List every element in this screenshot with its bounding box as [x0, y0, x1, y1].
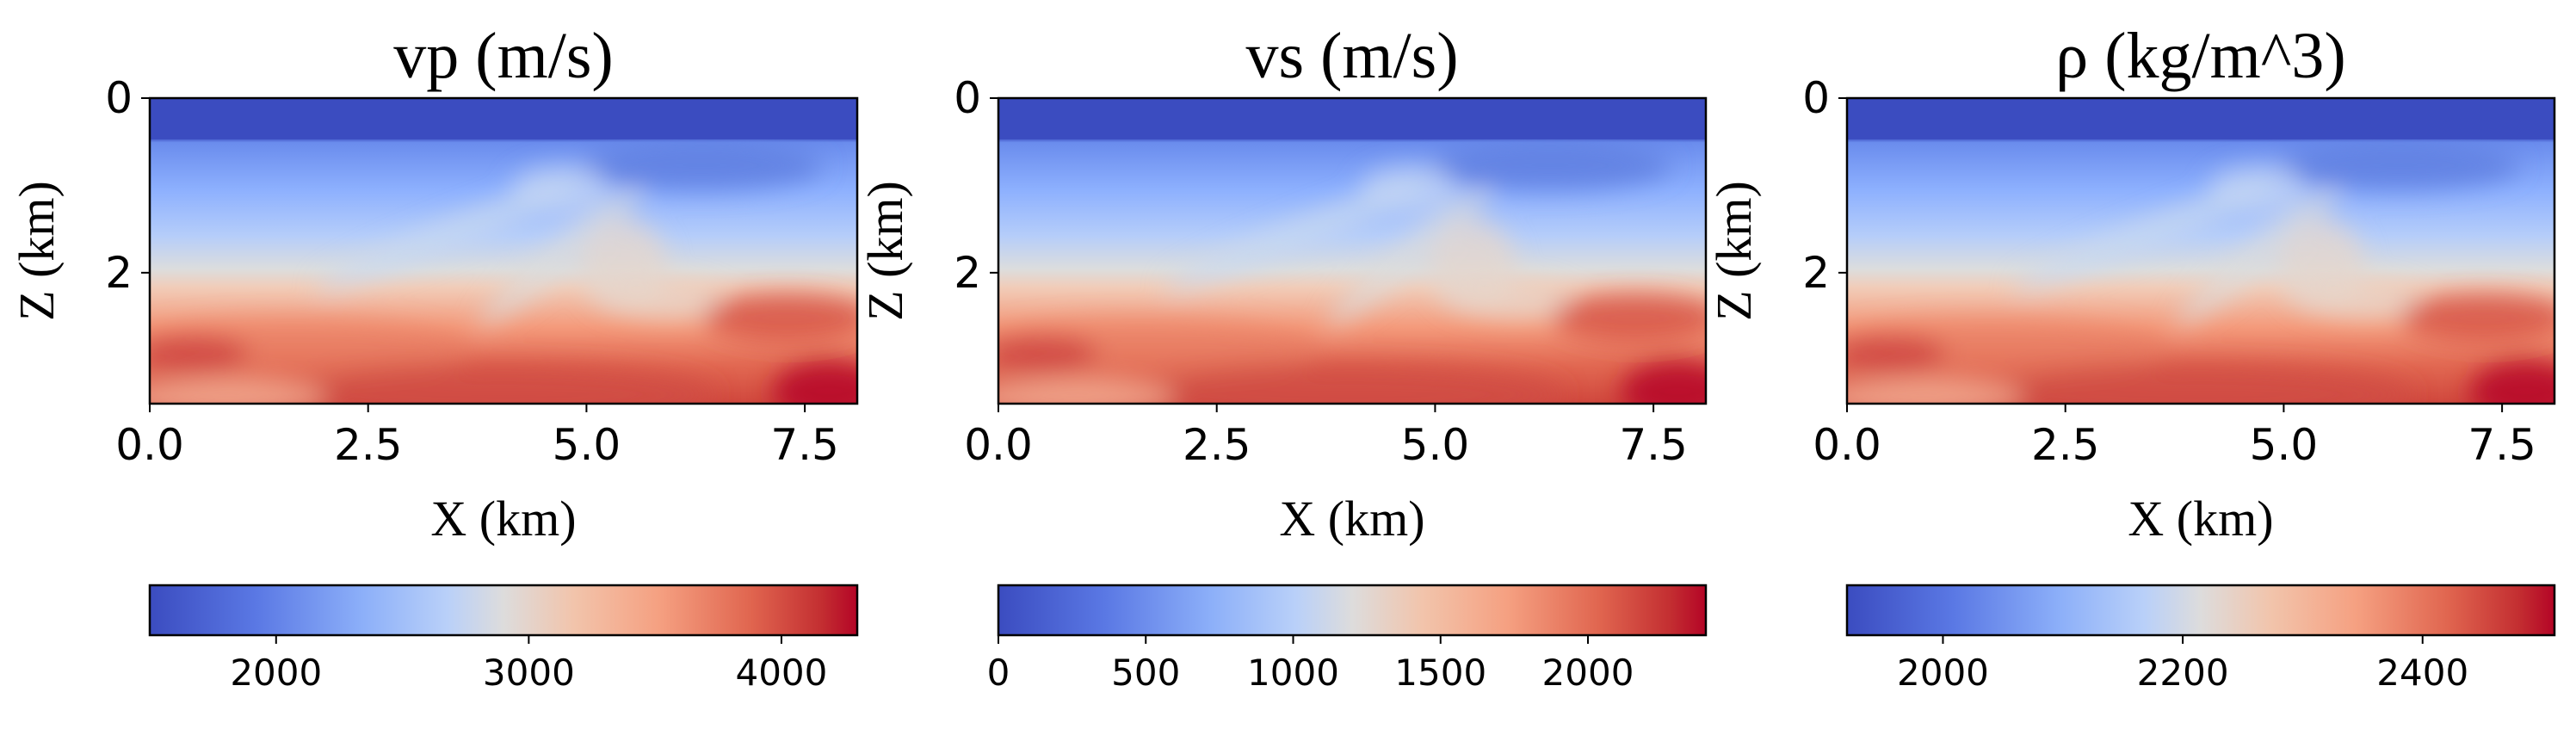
colorbar-tick-label: 2000 — [230, 652, 322, 694]
x-tick-label: 5.0 — [553, 420, 621, 470]
colorbar-tick-label: 1000 — [1247, 652, 1339, 694]
colorbar: 2000 3000 4000 — [148, 584, 859, 694]
heatmap-top-layer — [1847, 98, 2554, 139]
heatmap-top-layer — [150, 98, 857, 139]
heatmap-blob — [1430, 140, 1671, 190]
heatmap-blob — [2278, 140, 2519, 190]
heatmap-blob — [609, 281, 723, 318]
heatmap-blob — [2175, 188, 2339, 327]
y-axis-label: Z (km) — [857, 181, 913, 321]
heatmap-blob — [1458, 281, 1572, 318]
colorbar-tick-label: 3000 — [483, 652, 575, 694]
heatmap-blob — [1164, 181, 1427, 291]
colorbar-tick-label: 2400 — [2376, 652, 2468, 694]
x-tick-label: 2.5 — [334, 420, 403, 470]
heatmap-blob — [772, 361, 857, 404]
colorbar-gradient — [148, 584, 859, 637]
y-tick-label: 2 — [954, 248, 981, 298]
x-tick-label: 5.0 — [2250, 420, 2319, 470]
heatmap-blob — [998, 379, 1176, 404]
subplot-3: ρ (kg/m^3) 0.0 2.5 5.0 7.5 0 2 X (km) Z (km) 2000… — [1706, 20, 2556, 694]
x-tick-label: 7.5 — [2468, 420, 2536, 470]
x-axis-label: X (km) — [2128, 491, 2273, 547]
x-axis-label: X (km) — [1279, 491, 1424, 547]
colorbar-tick-label: 2200 — [2137, 652, 2229, 694]
x-tick-label: 7.5 — [770, 420, 839, 470]
heatmap-blob — [2469, 361, 2554, 404]
colorbar-tick-label: 1500 — [1394, 652, 1486, 694]
heatmap-field — [150, 98, 857, 404]
heatmap-field — [1847, 98, 2554, 404]
heatmap-blob — [1621, 361, 1706, 404]
heatmap-blob — [1847, 379, 2024, 404]
subplot-2: vs (m/s) 0.0 2.5 5.0 7.5 0 2 X (km) Z (km) 0 500 10… — [857, 20, 1708, 694]
colorbar-gradient — [1845, 584, 2556, 637]
heatmap-blob — [2307, 281, 2420, 318]
heatmap-structures — [1847, 140, 2554, 404]
heatmap-blob — [1550, 293, 1706, 343]
subplot-1: vp (m/s) 0.0 2.5 5.0 7.5 0 2 X (km) Z (km) 2000 30… — [9, 20, 859, 694]
subplot-title: vs (m/s) — [1246, 20, 1459, 92]
colorbar: 0 500 1000 1500 2000 — [987, 584, 1708, 694]
colorbar-tick-label: 2000 — [1897, 652, 1989, 694]
heatmap-blob — [1140, 363, 1565, 404]
x-tick-label: 2.5 — [1183, 420, 1251, 470]
y-axis-label: Z (km) — [1706, 181, 1762, 321]
axes-frame — [997, 96, 1708, 405]
heatmap-top-layer — [998, 98, 1706, 139]
colorbar-tick-label: 2000 — [1542, 652, 1634, 694]
subplot-title: vp (m/s) — [393, 20, 613, 92]
colorbar-tick-label: 4000 — [735, 652, 827, 694]
x-tick-label: 5.0 — [1401, 420, 1470, 470]
heatmap-blob — [150, 336, 250, 374]
colorbar-tick-label: 0 — [987, 652, 1010, 694]
heatmap-blob — [1847, 336, 1947, 374]
colorbar-tick-label: 500 — [1111, 652, 1180, 694]
subplot-title: ρ (kg/m^3) — [2055, 20, 2345, 92]
heatmap-blob — [2012, 181, 2276, 291]
x-tick-label: 0.0 — [964, 420, 1033, 470]
heatmap-blob — [1988, 363, 2413, 404]
colorbar-gradient — [997, 584, 1708, 637]
axes-frame — [148, 96, 859, 405]
x-tick-label: 0.0 — [1813, 420, 1881, 470]
heatmap-structures — [150, 140, 857, 404]
heatmap-blob — [150, 379, 327, 404]
x-tick-label: 2.5 — [2031, 420, 2100, 470]
heatmap-blob — [315, 181, 578, 291]
y-tick-label: 2 — [105, 248, 133, 298]
y-tick-label: 0 — [1802, 73, 1830, 123]
y-tick-label: 2 — [1802, 248, 1830, 298]
y-tick-label: 0 — [105, 73, 133, 123]
x-tick-label: 0.0 — [115, 420, 184, 470]
heatmap-blob — [2399, 293, 2554, 343]
heatmap-blob — [478, 188, 642, 327]
colorbar: 2000 2200 2400 — [1845, 584, 2556, 694]
heatmap-structures — [998, 140, 1706, 404]
heatmap-blob — [1326, 188, 1491, 327]
heatmap-blob — [291, 363, 716, 404]
x-tick-label: 7.5 — [1619, 420, 1688, 470]
heatmap-blob — [701, 293, 857, 343]
x-axis-label: X (km) — [430, 491, 576, 547]
y-axis-label: Z (km) — [9, 181, 65, 321]
axes-frame — [1845, 96, 2556, 405]
heatmap-field — [998, 98, 1706, 404]
y-tick-label: 0 — [954, 73, 981, 123]
heatmap-blob — [581, 140, 822, 190]
heatmap-blob — [998, 336, 1098, 374]
